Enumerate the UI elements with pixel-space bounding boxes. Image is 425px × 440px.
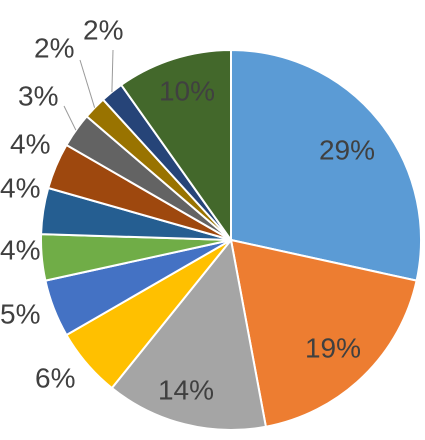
pie-slice-11	[120, 49, 232, 241]
data-label-9: 2%	[34, 32, 74, 63]
data-label-4: 5%	[0, 298, 40, 329]
pie-slice-2	[110, 239, 267, 431]
pie-slice-0	[230, 49, 422, 282]
data-label-5: 4%	[0, 234, 40, 265]
leader-lines-layer	[63, 49, 114, 131]
leader-line-9	[79, 59, 96, 108]
leader-line-8	[63, 105, 77, 131]
data-label-1: 19%	[305, 332, 361, 363]
leader-line-10	[111, 49, 114, 93]
data-labels-layer: 29% 19% 14% 6% 5% 4% 4% 4% 3% 2% 2% 10%	[0, 14, 375, 405]
pie-slice-1	[230, 239, 418, 428]
data-label-11: 10%	[159, 75, 215, 106]
data-label-8: 3%	[18, 80, 58, 111]
data-label-10: 2%	[83, 14, 123, 45]
data-label-3: 6%	[35, 362, 75, 393]
data-label-2: 14%	[158, 374, 214, 405]
data-label-0: 29%	[319, 134, 375, 165]
data-label-7: 4%	[10, 128, 50, 159]
slices-layer	[40, 49, 422, 431]
data-label-6: 4%	[0, 172, 40, 203]
